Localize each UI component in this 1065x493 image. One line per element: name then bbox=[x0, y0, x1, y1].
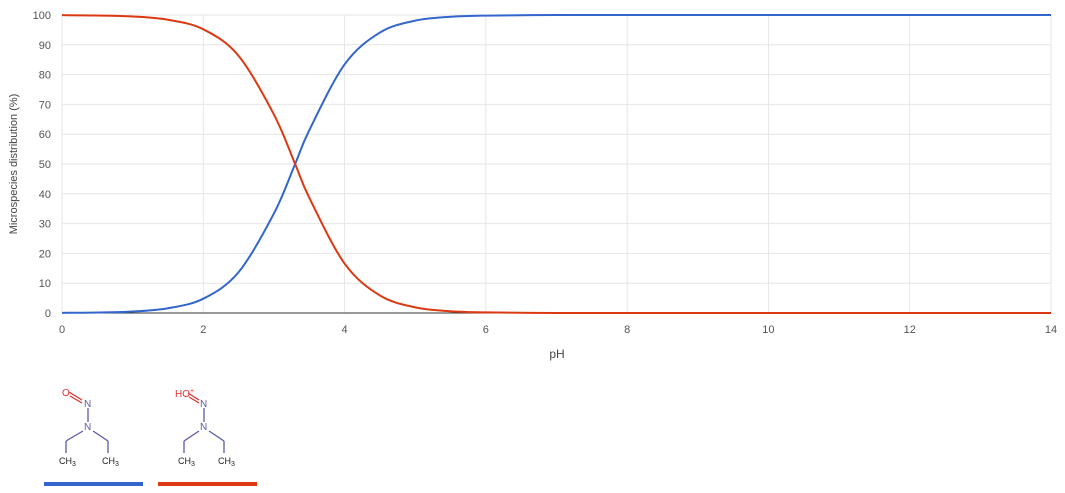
atom-nitroso-n: N bbox=[200, 399, 207, 410]
x-tick-label: 4 bbox=[342, 324, 348, 336]
y-tick-label: 70 bbox=[39, 99, 51, 111]
legend-item-protonated: HO+ N N CH3 CH3 bbox=[158, 388, 257, 486]
methyl-left-sub: 3 bbox=[191, 461, 195, 468]
atom-nitroso-n: N bbox=[84, 399, 91, 410]
methyl-right-sub: 3 bbox=[115, 461, 119, 468]
methyl-right-ch: CH bbox=[218, 456, 231, 466]
legend-item-neutral: O N N CH3 CH3 bbox=[44, 388, 143, 486]
legend-color-bar-neutral bbox=[44, 482, 143, 486]
series-line-protonated bbox=[61, 14, 1051, 315]
methyl-left: CH3 bbox=[59, 456, 76, 468]
y-axis-label: Microspecies distribution (%) bbox=[8, 94, 20, 235]
y-tick-label: 60 bbox=[39, 129, 51, 141]
x-tick-label: 2 bbox=[200, 324, 206, 336]
x-tick-label: 6 bbox=[483, 324, 489, 336]
structure-neutral bbox=[65, 391, 109, 453]
methyl-right-ch: CH bbox=[102, 456, 115, 466]
legend-color-bar-protonated bbox=[158, 482, 257, 486]
axis-layer: 0 10 20 30 40 50 60 70 80 90 100 0 2 4 6 8 10 12 14 bbox=[33, 10, 1057, 336]
x-tick-label: 8 bbox=[624, 324, 630, 336]
methyl-right-sub: 3 bbox=[231, 461, 235, 468]
x-axis-label: pH bbox=[549, 347, 564, 361]
y-tick-label: 90 bbox=[39, 40, 51, 52]
y-tick-label: 0 bbox=[45, 308, 51, 320]
series-layer bbox=[61, 13, 1051, 315]
structure-protonated bbox=[183, 392, 225, 453]
methyl-left-ch: CH bbox=[59, 456, 72, 466]
atom-amine-n: N bbox=[200, 422, 207, 433]
series-line-neutral bbox=[61, 13, 1051, 314]
methyl-right: CH3 bbox=[218, 456, 235, 468]
y-tick-label: 100 bbox=[33, 10, 51, 22]
y-tick-label: 80 bbox=[39, 70, 51, 82]
y-tick-label: 50 bbox=[39, 159, 51, 171]
y-tick-label: 40 bbox=[39, 189, 51, 201]
methyl-left: CH3 bbox=[178, 456, 195, 468]
atom-hydroxy: HO+ bbox=[175, 388, 194, 400]
y-tick-label: 30 bbox=[39, 219, 51, 231]
atom-charge: + bbox=[190, 388, 194, 395]
atom-oxygen: O bbox=[62, 388, 70, 399]
x-tick-label: 0 bbox=[59, 324, 65, 336]
methyl-left-sub: 3 bbox=[72, 461, 76, 468]
x-tick-label: 10 bbox=[762, 324, 774, 336]
x-tick-label: 14 bbox=[1045, 324, 1057, 336]
y-tick-label: 20 bbox=[39, 248, 51, 260]
grid-layer bbox=[61, 14, 1052, 313]
methyl-left-ch: CH bbox=[178, 456, 191, 466]
methyl-right: CH3 bbox=[102, 456, 119, 468]
atom-hydroxy-label: HO bbox=[175, 389, 190, 400]
atom-amine-n: N bbox=[84, 422, 91, 433]
y-tick-label: 10 bbox=[39, 278, 51, 290]
x-tick-label: 12 bbox=[904, 324, 916, 336]
